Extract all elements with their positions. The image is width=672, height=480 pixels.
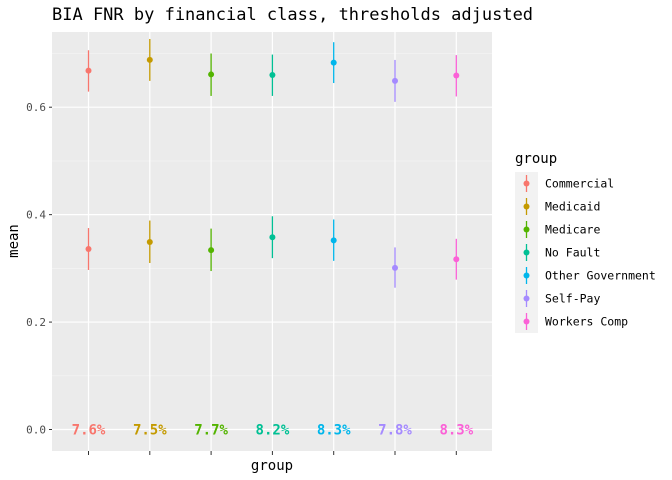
y-tick-label: 0.6 [26, 101, 46, 114]
percentage-label: 7.8% [378, 423, 412, 439]
legend: group Commercial Medicaid Medicare No Fault… [515, 151, 656, 333]
percentage-label: 7.7% [194, 423, 228, 439]
legend-key-point [523, 203, 530, 210]
y-axis-title: mean [6, 224, 22, 258]
data-point [85, 246, 92, 253]
data-point [392, 77, 398, 84]
y-tick-label: 0.4 [26, 209, 46, 222]
percentage-label: 7.5% [133, 423, 167, 439]
legend-key-point [523, 226, 530, 233]
y-axis: 0.0 0.2 0.4 0.6 [26, 101, 52, 437]
percentage-label: 8.3% [439, 423, 473, 439]
percentage-label: 8.3% [317, 423, 351, 439]
legend-label: Commercial [545, 177, 614, 191]
legend-key-point [523, 272, 530, 279]
legend-title: group [515, 151, 557, 167]
percentage-annotations: 7.6% 7.5% 7.7% 8.2% 8.3% 7.8% 8.3% [72, 423, 474, 439]
legend-label: Other Government [545, 269, 656, 283]
data-point [208, 247, 215, 254]
legend-label: Medicaid [545, 200, 600, 214]
legend-key-point [523, 249, 530, 256]
percentage-label: 7.6% [72, 423, 106, 439]
data-point [146, 239, 153, 246]
data-point [330, 237, 337, 244]
data-point [208, 71, 215, 78]
data-point [146, 56, 153, 63]
percentage-label: 8.2% [256, 423, 290, 439]
legend-key-point [523, 318, 530, 325]
legend-label: No Fault [545, 246, 600, 260]
chart-title: BIA FNR by financial class, thresholds a… [52, 5, 533, 25]
y-tick-label: 0.2 [26, 316, 46, 329]
legend-label: Medicare [545, 223, 600, 237]
data-point [330, 59, 337, 66]
y-tick-label: 0.0 [26, 424, 46, 437]
data-point [392, 264, 398, 271]
legend-key-point [523, 180, 530, 187]
legend-key-point [523, 295, 530, 302]
x-axis-title: group [251, 458, 293, 474]
data-point [453, 72, 460, 79]
legend-label: Workers Comp [545, 315, 628, 329]
data-marks [85, 38, 460, 288]
x-axis [88, 451, 457, 455]
data-point [453, 256, 460, 263]
data-point [269, 71, 276, 78]
data-point [85, 67, 92, 74]
data-point [269, 234, 276, 241]
legend-label: Self-Pay [545, 292, 600, 306]
